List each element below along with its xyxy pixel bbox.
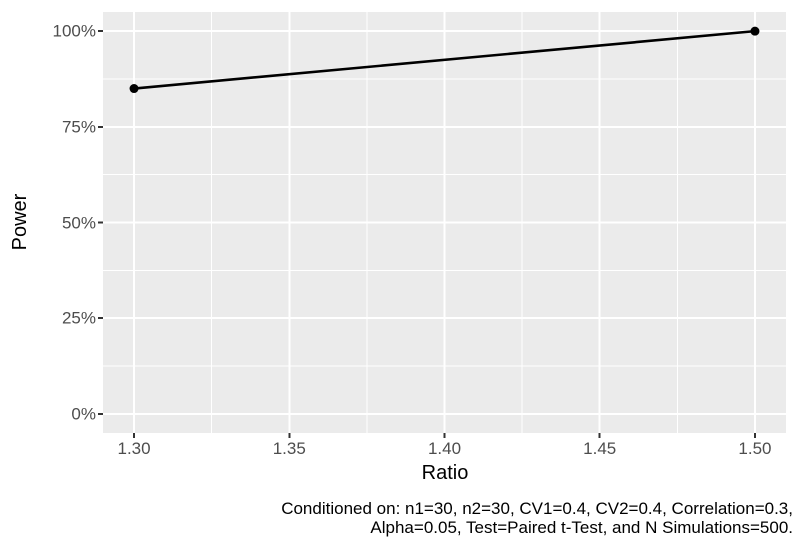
x-tick-label: 1.45 bbox=[583, 439, 617, 458]
x-tick-label: 1.50 bbox=[738, 439, 772, 458]
caption-line-2: Alpha=0.05, Test=Paired t-Test, and N Si… bbox=[370, 518, 793, 537]
caption-line-1: Conditioned on: n1=30, n2=30, CV1=0.4, C… bbox=[281, 499, 793, 518]
power-line bbox=[133, 29, 756, 90]
y-tick-label: 0% bbox=[71, 404, 96, 424]
chart-caption: Conditioned on: n1=30, n2=30, CV1=0.4, C… bbox=[281, 499, 793, 537]
x-tick-label: 1.40 bbox=[427, 439, 462, 458]
x-tick-label: 1.35 bbox=[272, 439, 306, 458]
y-tick-label: 50% bbox=[61, 213, 96, 232]
x-axis-title: Ratio bbox=[421, 462, 469, 484]
y-axis-title: Power bbox=[9, 193, 31, 251]
x-tick-label: 1.30 bbox=[117, 439, 151, 458]
data-point bbox=[129, 84, 139, 94]
y-tick-label: 100% bbox=[52, 21, 96, 41]
data-point bbox=[750, 26, 760, 36]
y-tick-label: 75% bbox=[61, 117, 96, 137]
y-tick-label: 25% bbox=[61, 308, 96, 328]
